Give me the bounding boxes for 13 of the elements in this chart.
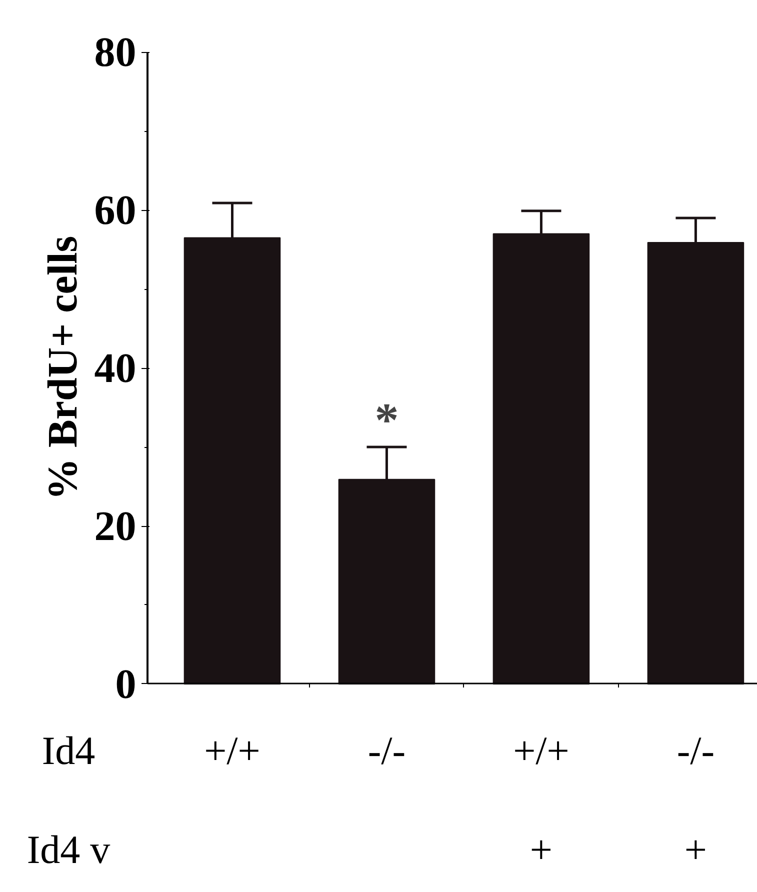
x-tick-label: +/+ [204,728,260,773]
y-tick-label: 20 [94,504,136,550]
y-tick-label: 40 [94,346,136,392]
y-tick-label: 60 [94,188,136,234]
y-tick-label: 80 [94,30,136,76]
y-tick-label: 0 [115,662,136,708]
text: Id4 v [26,826,110,872]
annotation: * [374,394,399,448]
category-label: +/+ + [513,728,570,872]
y-axis-title: % BrdU+ cells [40,236,86,500]
x-tick-label: -/- [368,728,406,773]
text: Id4 [42,728,96,773]
category-label: -/- + [676,728,715,872]
